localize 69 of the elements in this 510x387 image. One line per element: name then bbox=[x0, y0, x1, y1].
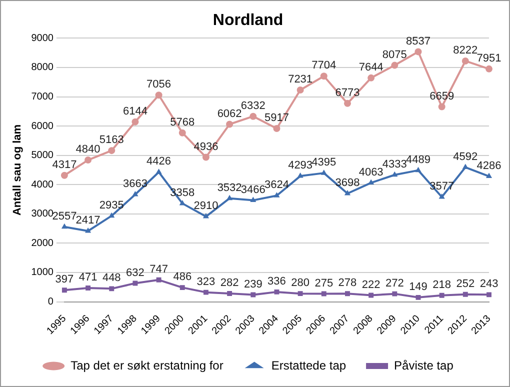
data-label: 5768 bbox=[170, 116, 195, 128]
data-label: 149 bbox=[409, 280, 428, 293]
y-tick-label: 3000 bbox=[31, 208, 54, 220]
legend-label: Tap det er søkt erstatning for bbox=[70, 358, 224, 372]
data-label: 4489 bbox=[406, 154, 430, 166]
data-label: 4317 bbox=[52, 158, 77, 171]
data-label: 8537 bbox=[406, 35, 430, 48]
data-label: 2417 bbox=[76, 214, 100, 227]
data-label: 275 bbox=[314, 277, 334, 290]
data-label: 252 bbox=[456, 278, 475, 290]
data-label: 4936 bbox=[194, 140, 218, 153]
y-tick-label: 1000 bbox=[31, 267, 54, 278]
data-label: 8222 bbox=[453, 44, 478, 57]
data-label: 218 bbox=[432, 278, 452, 291]
data-label: 7056 bbox=[146, 78, 172, 91]
y-tick-label: 0 bbox=[48, 296, 54, 308]
data-label: 2935 bbox=[99, 199, 124, 212]
data-label: 471 bbox=[78, 272, 98, 284]
data-label: 4426 bbox=[146, 156, 172, 168]
data-label: 6144 bbox=[122, 105, 148, 118]
data-label: 7951 bbox=[476, 52, 502, 64]
data-label: 4063 bbox=[358, 166, 384, 178]
y-axis-title: Antall sau og lam bbox=[12, 124, 24, 216]
y-tick-label: 7000 bbox=[31, 92, 54, 103]
y-tick-label: 9000 bbox=[31, 32, 54, 44]
data-label: 4840 bbox=[76, 144, 100, 156]
data-label: 7644 bbox=[358, 61, 384, 74]
data-label: 6062 bbox=[217, 108, 242, 120]
data-label: 486 bbox=[173, 271, 192, 284]
y-tick-label: 2000 bbox=[31, 238, 54, 249]
data-label: 8075 bbox=[382, 48, 407, 61]
data-label: 323 bbox=[196, 276, 216, 288]
data-label: 3532 bbox=[217, 182, 242, 194]
data-label: 2910 bbox=[194, 200, 218, 212]
legend-label: Påviste tap bbox=[394, 358, 454, 372]
data-label: 4286 bbox=[476, 160, 502, 172]
data-label: 243 bbox=[480, 278, 498, 290]
y-tick-label: 5000 bbox=[31, 150, 54, 162]
data-label: 632 bbox=[126, 266, 144, 279]
y-tick-label: 4000 bbox=[31, 179, 54, 190]
data-label: 222 bbox=[362, 278, 380, 291]
data-label: 6773 bbox=[335, 86, 360, 99]
data-label: 4592 bbox=[453, 150, 478, 163]
data-label: 272 bbox=[385, 277, 404, 290]
data-label: 3466 bbox=[240, 184, 266, 196]
data-label: 3624 bbox=[264, 179, 289, 192]
y-tick-label: 6000 bbox=[31, 120, 54, 132]
data-label: 397 bbox=[55, 274, 74, 286]
data-label: 282 bbox=[220, 277, 239, 290]
data-label: 6332 bbox=[240, 100, 266, 112]
legend-label: Erstattede tap bbox=[271, 358, 346, 372]
data-label: 336 bbox=[268, 275, 286, 288]
data-label: 448 bbox=[102, 272, 121, 284]
data-label: 5917 bbox=[264, 112, 289, 124]
data-label: 3698 bbox=[335, 177, 360, 190]
data-label: 7231 bbox=[288, 74, 313, 86]
data-label: 747 bbox=[150, 263, 168, 276]
data-label: 7704 bbox=[312, 60, 336, 72]
data-label: 5163 bbox=[99, 134, 124, 146]
chart-title: Nordland bbox=[212, 12, 284, 30]
data-label: 280 bbox=[291, 277, 310, 290]
data-label: 6659 bbox=[430, 90, 454, 102]
data-label: 2557 bbox=[52, 210, 77, 222]
data-label: 278 bbox=[338, 277, 357, 290]
data-label: 4395 bbox=[312, 156, 336, 169]
y-tick-label: 8000 bbox=[31, 62, 54, 74]
data-label: 239 bbox=[244, 278, 262, 290]
data-label: 4333 bbox=[382, 158, 407, 170]
data-label: 4293 bbox=[288, 160, 313, 172]
